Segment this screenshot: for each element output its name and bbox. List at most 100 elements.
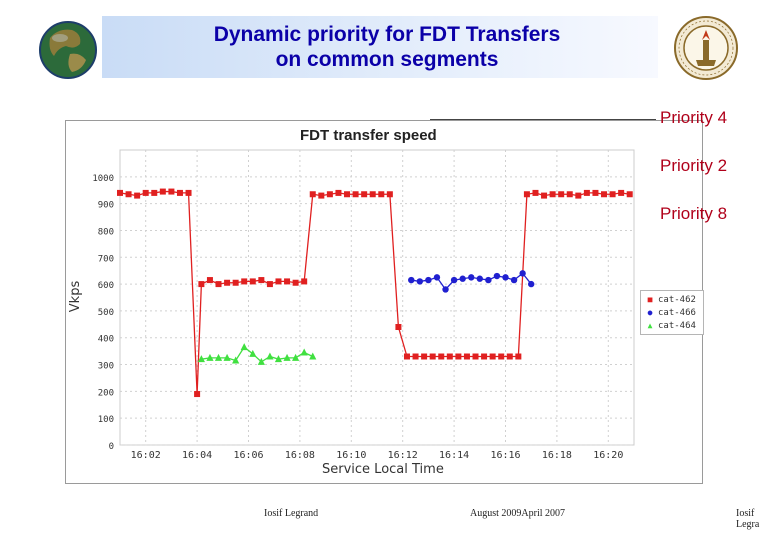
data-point xyxy=(159,188,166,195)
data-point xyxy=(151,189,158,196)
priority-label-2: Priority 2 xyxy=(660,156,728,175)
slide-title-line1: Dynamic priority for FDT Transfers xyxy=(213,23,561,46)
data-point xyxy=(541,192,548,199)
data-point xyxy=(403,353,410,360)
y-tick-label: 900 xyxy=(98,201,114,211)
data-point xyxy=(438,353,445,360)
data-point xyxy=(549,191,556,198)
data-point xyxy=(485,276,492,284)
data-point xyxy=(215,281,222,288)
data-point xyxy=(412,353,419,360)
y-tick-label: 600 xyxy=(98,281,114,291)
data-point xyxy=(301,278,308,285)
data-point xyxy=(283,353,291,361)
data-point xyxy=(566,191,573,198)
x-tick-label: 16:04 xyxy=(182,450,212,461)
data-point xyxy=(481,353,488,360)
data-point xyxy=(468,274,475,281)
legend-item-cat-466: ● cat-466 xyxy=(641,306,703,319)
x-tick-label: 16:18 xyxy=(542,450,572,461)
title-banner xyxy=(102,16,658,78)
data-point xyxy=(274,355,283,363)
data-point xyxy=(609,191,616,198)
x-tick-label: 16:08 xyxy=(285,450,315,461)
data-point xyxy=(416,278,424,285)
data-point xyxy=(326,191,333,198)
data-point xyxy=(117,189,123,196)
data-point xyxy=(429,353,436,360)
data-point xyxy=(626,191,633,198)
data-point xyxy=(318,192,325,199)
y-tick-label: 200 xyxy=(98,388,114,398)
data-point xyxy=(532,189,539,196)
data-point xyxy=(442,286,449,293)
legend-label: cat-464 xyxy=(658,320,696,331)
priority-4-pointer xyxy=(430,119,656,120)
data-point xyxy=(601,191,608,198)
legend-item-cat-462: ■ cat-462 xyxy=(641,293,703,306)
data-point xyxy=(185,189,192,196)
data-point xyxy=(258,277,265,284)
data-point xyxy=(335,189,342,196)
data-point xyxy=(515,353,522,360)
x-tick-label: 16:14 xyxy=(439,450,469,461)
data-point xyxy=(378,191,385,198)
data-point xyxy=(194,391,201,398)
x-axis-label: Service Local Time xyxy=(322,462,444,477)
data-point xyxy=(168,188,175,195)
y-axis-label: Vkps xyxy=(68,280,84,313)
x-tick-label: 16:12 xyxy=(388,450,418,461)
data-point xyxy=(240,343,248,351)
y-tick-label: 400 xyxy=(98,335,114,345)
chart-title: FDT transfer speed xyxy=(300,127,437,144)
data-point xyxy=(386,191,393,198)
data-point xyxy=(489,353,496,360)
data-point xyxy=(506,353,513,360)
data-point xyxy=(206,277,213,284)
footer-author-right: Iosif Legra xyxy=(736,508,760,530)
legend-item-cat-464: ▲ cat-464 xyxy=(641,319,703,332)
data-point xyxy=(206,353,214,361)
data-point xyxy=(214,353,223,361)
legend-label: cat-462 xyxy=(658,294,696,305)
data-point xyxy=(498,353,505,360)
data-point xyxy=(463,353,470,360)
data-point xyxy=(352,191,359,198)
data-point xyxy=(224,279,231,286)
data-point xyxy=(134,192,141,199)
data-point xyxy=(142,189,149,196)
data-point xyxy=(241,278,248,285)
x-tick-label: 16:10 xyxy=(336,450,366,461)
data-point xyxy=(408,276,415,284)
data-point xyxy=(257,357,265,365)
x-tick-label: 16:20 xyxy=(593,450,623,461)
data-point xyxy=(249,278,256,285)
data-point xyxy=(592,189,599,196)
y-tick-label: 700 xyxy=(98,254,114,264)
y-tick-label: 100 xyxy=(98,415,114,425)
data-point xyxy=(450,276,458,284)
data-point xyxy=(523,191,530,198)
priority-label-4: Priority 4 xyxy=(660,108,728,127)
y-tick-label: 500 xyxy=(98,308,114,318)
chart-legend: ■ cat-462 ● cat-466 ▲ cat-464 xyxy=(640,290,704,335)
data-point xyxy=(232,356,240,364)
data-point xyxy=(369,191,376,198)
data-point xyxy=(510,276,518,284)
data-point xyxy=(519,270,526,277)
data-point xyxy=(309,191,316,198)
x-tick-label: 16:16 xyxy=(490,450,520,461)
footer-date: August 2009April 2007 xyxy=(470,508,565,519)
data-point xyxy=(459,275,466,282)
priority-label-8: Priority 8 xyxy=(660,204,728,223)
data-point xyxy=(284,278,291,285)
x-tick-label: 16:02 xyxy=(131,450,161,461)
data-point xyxy=(309,352,317,360)
data-point xyxy=(446,353,453,360)
data-point xyxy=(618,189,625,196)
data-point xyxy=(476,275,483,282)
data-point xyxy=(249,349,257,357)
data-point xyxy=(292,279,299,286)
caltech-seal xyxy=(674,16,738,80)
